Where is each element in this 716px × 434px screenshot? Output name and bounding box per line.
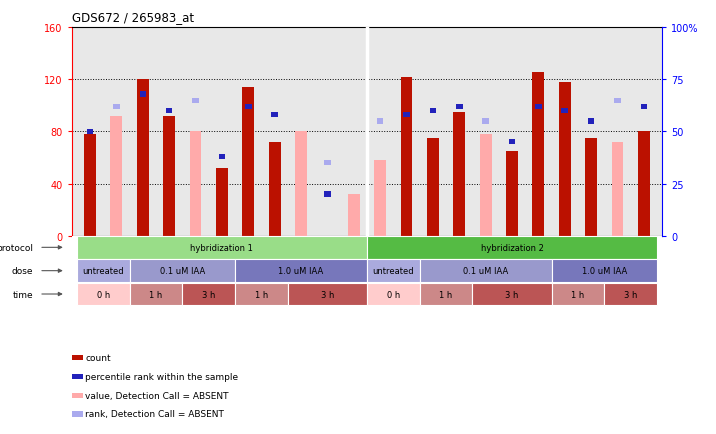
Bar [377,119,383,125]
Bar [506,151,518,236]
Bar [420,283,473,306]
Bar [483,119,489,125]
Bar [558,83,571,236]
Text: untreated: untreated [82,266,124,276]
Bar [324,192,331,197]
Bar [288,283,367,306]
Bar [183,283,235,306]
Text: 3 h: 3 h [202,290,216,299]
Bar [533,72,544,236]
Text: dose: dose [11,266,33,276]
Bar [456,105,463,110]
Text: protocol: protocol [0,243,33,252]
Bar [245,105,251,110]
Bar [271,113,278,118]
Bar [400,78,412,236]
Bar [367,260,420,282]
Bar [84,135,96,236]
Text: count: count [85,354,111,362]
Text: 0.1 uM IAA: 0.1 uM IAA [160,266,205,276]
Text: 3 h: 3 h [505,290,518,299]
Bar [193,99,199,104]
Bar [535,105,541,110]
Text: 1 h: 1 h [440,290,453,299]
Bar [77,237,367,259]
Bar [113,105,120,110]
Bar [420,260,551,282]
Text: hybridization 2: hybridization 2 [480,243,543,252]
Bar [218,155,225,160]
Bar [242,88,254,236]
Bar [604,283,657,306]
Bar [551,260,657,282]
Text: rank, Detection Call = ABSENT: rank, Detection Call = ABSENT [85,410,224,418]
Bar [638,132,650,236]
Bar [295,132,307,236]
Text: 1.0 uM IAA: 1.0 uM IAA [581,266,627,276]
Bar [77,260,130,282]
Bar [348,194,359,236]
Bar [166,109,173,114]
Bar [130,283,183,306]
Bar [190,132,201,236]
Text: 0.1 uM IAA: 0.1 uM IAA [463,266,508,276]
Bar [453,113,465,236]
Text: 3 h: 3 h [624,290,637,299]
Bar [324,161,331,166]
Bar [430,109,436,114]
Bar [611,142,624,236]
Text: 0 h: 0 h [97,290,110,299]
Text: GDS672 / 265983_at: GDS672 / 265983_at [72,11,194,24]
Bar [77,283,130,306]
Bar [268,142,281,236]
Text: 1 h: 1 h [150,290,163,299]
Bar [110,117,122,236]
Bar [551,283,604,306]
Bar [561,109,568,114]
Bar [427,138,439,236]
Bar [367,237,657,259]
Bar [163,117,175,236]
Bar [614,99,621,104]
Bar [585,138,597,236]
Text: percentile rank within the sample: percentile rank within the sample [85,372,238,381]
Text: 0 h: 0 h [387,290,400,299]
Bar [509,140,516,145]
Text: time: time [13,290,33,299]
Text: 3 h: 3 h [321,290,334,299]
Bar [367,283,420,306]
Bar [130,260,235,282]
Text: 1 h: 1 h [571,290,584,299]
Bar [235,260,367,282]
Bar [87,130,93,135]
Text: value, Detection Call = ABSENT: value, Detection Call = ABSENT [85,391,229,400]
Text: hybridization 1: hybridization 1 [190,243,253,252]
Bar [403,113,410,118]
Text: 1 h: 1 h [255,290,268,299]
Bar [137,80,149,236]
Bar [140,92,146,97]
Bar [588,119,594,125]
Text: 1.0 uM IAA: 1.0 uM IAA [279,266,324,276]
Bar [641,105,647,110]
Bar [480,135,492,236]
Text: untreated: untreated [372,266,414,276]
Bar [216,168,228,236]
Bar [235,283,288,306]
Bar [374,161,386,236]
Bar [473,283,551,306]
